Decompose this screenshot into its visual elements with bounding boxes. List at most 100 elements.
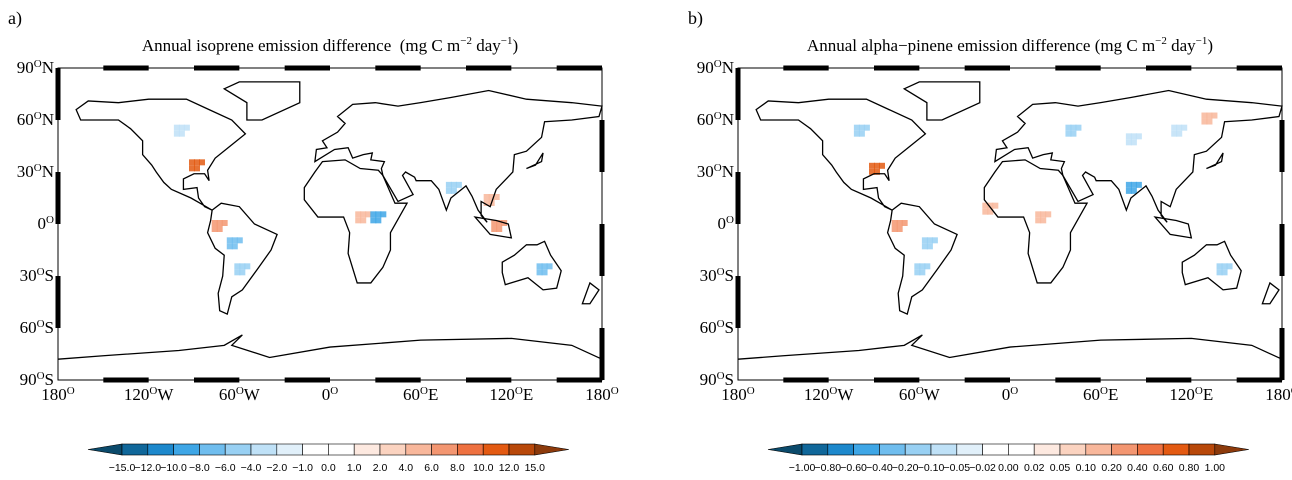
emission-cell [1125,181,1132,188]
label-degree: O [746,385,755,397]
label-hemisphere: W [243,385,260,404]
map-panel: b) Annual alpha−pinene emission differenc… [680,0,1292,480]
emission-cell [380,211,387,218]
label-hemisphere: E [1202,385,1214,404]
colorbar-label: 6.0 [424,462,439,474]
colorbar-box [508,443,536,456]
label-hemisphere: W [923,385,940,404]
label-hemisphere: E [1107,385,1119,404]
colorbar-label: −15.0 [108,462,136,474]
emission-cell [926,237,933,244]
label-hemisphere: E [522,385,534,404]
emission-cell [370,211,377,218]
label-hemisphere: N [721,162,734,181]
emission-cell [173,124,180,131]
colorbar-label: 2.0 [372,462,388,474]
coastline [1181,240,1242,291]
title-text: ) [512,36,519,55]
coastline [57,334,603,360]
lon-label: 0O [1002,386,1018,404]
coastline [902,81,981,121]
emission-cell [194,159,200,166]
colorbar-label: 0.80 [1178,462,1200,474]
colorbar-box [930,443,958,456]
emission-cell [211,226,218,232]
emission-cell [1135,133,1142,140]
label-degree: O [829,385,838,397]
map-frame [737,67,1283,381]
emission-cell [365,211,372,218]
emission-cell [496,226,503,232]
emission-cell [226,243,233,250]
emission-cell [189,159,195,166]
colorbar-label: −0.80 [814,462,842,474]
emission-cell [1035,211,1042,218]
colorbar-box [482,443,510,456]
colorbar-label: 8.0 [450,462,465,474]
emission-cell [483,200,490,206]
label-degree: O [36,318,45,330]
emission-cell [375,211,382,218]
lon-label: 180O [41,386,74,404]
emission-cell [173,130,180,137]
emission-cell [189,165,195,172]
label-degree: O [66,385,75,397]
label-degree: O [713,110,722,122]
emission-cell [1206,118,1213,125]
label-degree: O [713,58,722,70]
label-number: 90 [19,370,37,389]
coastline [886,202,958,316]
colorbar-box [1033,443,1061,456]
emission-cell [178,124,185,131]
label-degree: O [149,385,158,397]
emission-cell [921,243,928,250]
emission-cell [370,217,377,224]
panel-label: a) [8,8,22,28]
lat-label: 90ON [17,59,54,77]
title-exponent: −1 [500,35,513,47]
lon-label: 0O [322,386,338,404]
emission-cell [491,226,498,232]
label-hemisphere: W [157,385,174,404]
title-text: ) [1207,36,1214,55]
map-panel: a) Annual isoprene emission difference (m… [8,8,619,474]
emission-cell [1130,187,1137,194]
label-degree: O [1291,385,1292,397]
lat-label: 0O [718,215,734,233]
colorbar-box [1085,443,1112,456]
lon-label: 120OW [124,386,174,404]
colorbar-box [405,443,432,456]
colorbar-box [173,443,200,456]
label-number: 60 [1082,385,1100,404]
colorbar-label: 1.0 [346,462,362,474]
label-degree: O [713,162,722,174]
label-number: 60 [699,318,717,337]
label-degree: O [33,162,42,174]
emission-cell [546,263,553,270]
label-number: 30 [696,162,714,181]
label-degree: O [33,110,42,122]
emission-cell [874,168,880,175]
colorbar-label: −0.20 [891,462,919,474]
coastline [1206,152,1224,170]
colorbar-box [904,443,932,456]
colorbar-box [328,443,355,456]
label-degree: O [514,385,523,397]
panel-label: b) [688,8,703,28]
coastline [206,202,278,316]
emission-cell [987,202,994,209]
label-number: 60 [218,385,236,404]
colorbar-box [121,443,149,456]
lon-label: 120OW [804,386,854,404]
emission-cell [1125,187,1132,194]
lat-label: 30OS [700,267,734,285]
emission-cell [244,263,251,270]
emission-cell [869,162,875,169]
emission-cell [178,130,185,137]
title-text: Annual isoprene emission difference (mg … [141,36,461,55]
emission-cell [1206,112,1213,119]
label-degree: O [716,370,725,382]
emission-cell [211,220,218,226]
emission-cell [1211,112,1218,119]
colorbar-box [431,443,458,456]
